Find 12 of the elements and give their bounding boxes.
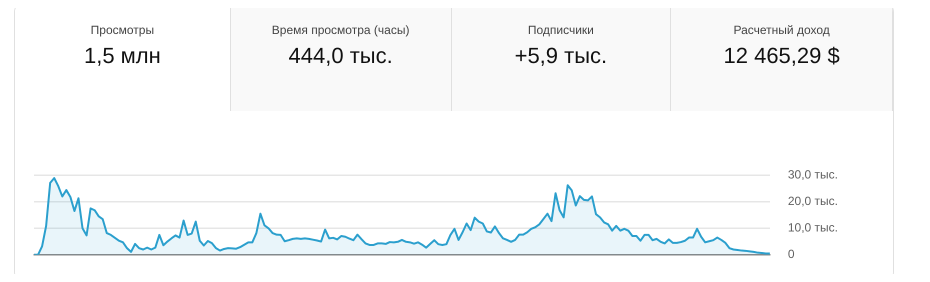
text: +5,9 тыс.: [514, 43, 608, 69]
text: Подписчики: [526, 23, 595, 37]
y-tick-label: 0: [788, 247, 795, 262]
y-tick-label: 10,0 тыс.: [788, 220, 838, 235]
text: 1,5 млн: [82, 43, 162, 69]
text: 12 465,29 $: [722, 43, 841, 69]
text: Время просмотра (часы): [270, 23, 410, 37]
text: 444,0 тыс.: [288, 43, 394, 69]
y-tick-label: 30,0 тыс.: [788, 168, 838, 182]
y-tick-label: 20,0 тыс.: [788, 194, 838, 208]
text: Просмотры: [90, 23, 156, 37]
text: Расчетный доход: [732, 23, 831, 37]
